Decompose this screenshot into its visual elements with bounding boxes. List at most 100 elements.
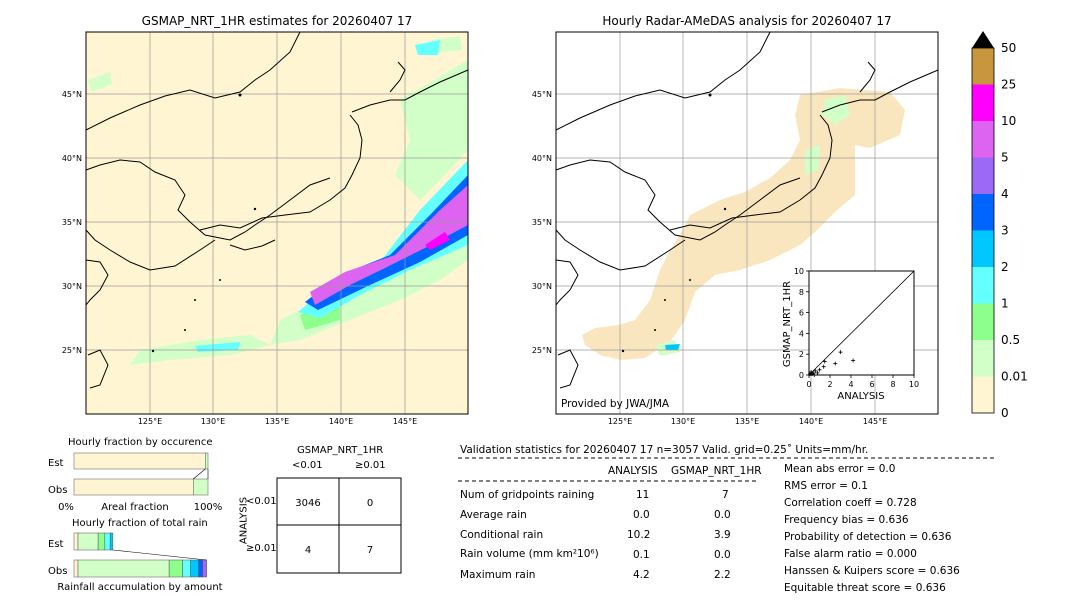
total-rain-bars: Est Obs Rainfall accumulation by amount (48, 532, 223, 593)
colorbar-label: 25 (1001, 78, 1016, 92)
lon-label: 140°E (799, 417, 823, 426)
total-rain-bar-segment (190, 559, 199, 578)
stat-analysis: 0.0 (633, 509, 650, 521)
total-rain-title: Hourly fraction of total rain (72, 518, 208, 529)
table-cell: 3046 (295, 498, 320, 509)
left-purple-rain (310, 185, 468, 305)
total-rain-bar-segment (104, 532, 111, 551)
left-lat-labels: 45°N 40°N 35°N 30°N 25°N (62, 90, 82, 355)
lat-label: 30°N (532, 282, 552, 291)
table-cell: 4 (305, 545, 311, 556)
col-header: ≥0.01 (355, 460, 386, 471)
validation-dash-line (458, 457, 996, 459)
occurrence-bar-segment (73, 452, 206, 470)
left-coastlines (85, 31, 469, 389)
colorbar-segment (972, 303, 994, 340)
colorbar-label: 0.01 (1001, 370, 1028, 384)
scatter-xlabel: ANALYSIS (837, 391, 884, 402)
metric-line: Mean abs error = 0.0 (784, 463, 896, 475)
occurrence-bar-segment (193, 478, 209, 496)
stat-gsmap: 0.0 (714, 549, 731, 561)
colorbar-label: 1 (1001, 297, 1009, 311)
scatter-point (817, 367, 822, 372)
left-lon-labels: 125°E 130°E 135°E 140°E 145°E (138, 417, 417, 426)
stat-gsmap: 0.0 (714, 509, 731, 521)
occurrence-bar-segment (205, 452, 209, 470)
right-lat-labels: 45°N 40°N 35°N 30°N 25°N (532, 90, 552, 355)
x-tick-label: 2 (827, 380, 832, 389)
scatter-point (811, 370, 816, 375)
colorbar-segment (972, 376, 994, 413)
colorbar-segment (972, 194, 994, 231)
x-tick-label: 4 (848, 380, 853, 389)
lon-label: 145°E (863, 417, 887, 426)
table-cell: 0 (367, 498, 373, 509)
right-light-rain (655, 95, 850, 356)
scatter-plot: 0 2 4 6 8 10 0 2 4 6 8 10 ANALYSIS GSMAP_NRT_1HR (782, 267, 919, 402)
scatter-ylabel: GSMAP_NRT_1HR (782, 281, 793, 367)
metric-line: Probability of detection = 0.636 (784, 531, 952, 543)
scatter-point (822, 359, 827, 364)
est-label: Est (48, 539, 64, 550)
occ-x-tick: 0% (58, 502, 74, 513)
metric-line: Correlation coeff = 0.728 (784, 497, 917, 509)
col-analysis-header: ANALYSIS (608, 465, 658, 477)
stat-label: Average rain (460, 509, 527, 521)
colorbar: 50 25 10 5 4 3 2 1 0.5 0.01 0 (971, 31, 1028, 420)
colorbar-segment (972, 267, 994, 304)
scatter-point (815, 370, 820, 375)
right-cyan-rain (665, 344, 680, 350)
data-credit: Provided by JWA/JMA (561, 398, 670, 410)
metric-line: RMS error = 0.1 (784, 480, 868, 492)
table-cell: 7 (367, 545, 373, 556)
total-rain-bar-segment (77, 559, 170, 578)
scatter-point (809, 369, 814, 374)
y-tick-label: 6 (799, 309, 804, 318)
left-map: 45°N 40°N 35°N 30°N 25°N 125°E 130°E 135… (62, 31, 469, 426)
left-gridlines (86, 32, 468, 414)
colorbar-segment (972, 84, 994, 121)
occ-xlabel: Areal fraction (101, 502, 168, 513)
x-tick-label: 10 (909, 380, 919, 389)
stat-analysis: 0.1 (633, 549, 650, 561)
lat-label: 40°N (62, 154, 82, 163)
total-rain-bar-segment (109, 532, 114, 551)
lon-label: 140°E (329, 417, 353, 426)
total-rain-bar-segment (202, 559, 207, 578)
total-rain-bar-segment (73, 532, 79, 551)
stat-analysis: 4.2 (633, 569, 650, 581)
colorbar-segment (972, 157, 994, 194)
total-rain-bar-segment (168, 559, 183, 578)
lat-label: 25°N (62, 346, 82, 355)
total-rain-bar-segment (73, 559, 79, 578)
lat-label: 35°N (62, 218, 82, 227)
right-lon-labels: 125°E 130°E 135°E 140°E 145°E (608, 417, 887, 426)
scatter-point (833, 361, 838, 366)
stat-label: Rain volume (mm km²10⁶) (460, 548, 599, 560)
colorbar-label: 4 (1001, 187, 1009, 201)
colorbar-label: 3 (1001, 224, 1009, 238)
total-rain-connector (112, 549, 207, 561)
scatter-point (851, 358, 856, 363)
occ-x-tick: 100% (194, 502, 223, 513)
row-header: ≥0.01 (246, 543, 277, 554)
stat-label: Conditional rain (460, 529, 544, 541)
obs-label: Obs (48, 566, 67, 577)
y-tick-label: 4 (799, 329, 804, 338)
validation-header: Validation statistics for 20260407 17 n=… (460, 444, 869, 456)
colorbar-label: 50 (1001, 41, 1016, 55)
occurrence-bars: Est Obs 0% 100% Areal fraction (48, 452, 223, 513)
right-map-title: Hourly Radar-AMeDAS analysis for 2026040… (602, 14, 892, 28)
occurrence-connector (193, 468, 206, 480)
colorbar-segment (972, 230, 994, 267)
stats-dash-line (458, 480, 756, 482)
colorbar-segment (972, 121, 994, 158)
row-header: <0.01 (246, 496, 277, 507)
y-tick-label: 0 (799, 371, 804, 380)
lat-label: 45°N (62, 90, 82, 99)
colorbar-label: 10 (1001, 114, 1016, 128)
left-islands (151, 93, 257, 353)
col-header: <0.01 (292, 460, 323, 471)
metric-line: False alarm ratio = 0.000 (784, 548, 917, 560)
stat-gsmap: 7 (722, 489, 729, 501)
